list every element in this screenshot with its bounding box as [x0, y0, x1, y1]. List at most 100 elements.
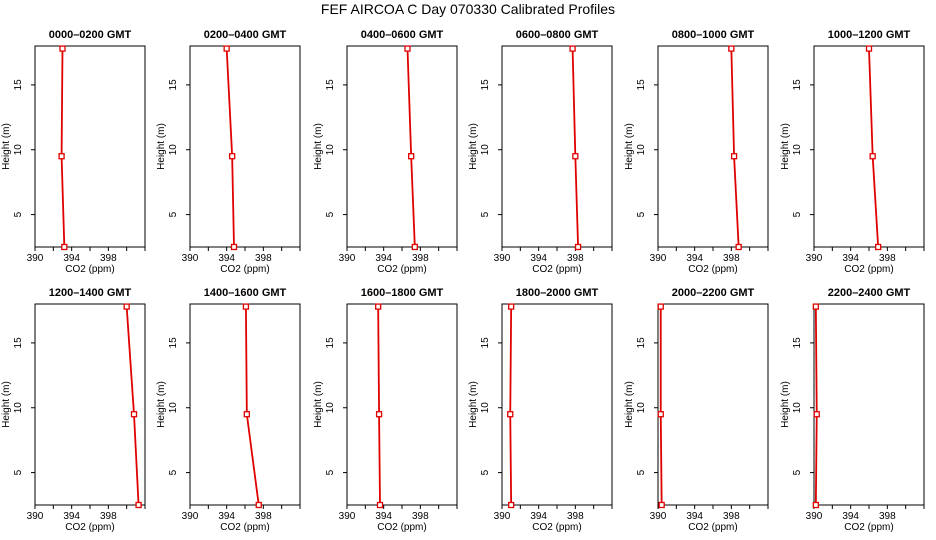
y-axis-label: Height (m): [1, 381, 12, 428]
x-tick-label: 390: [339, 511, 356, 522]
x-tick-label: 398: [723, 511, 740, 522]
y-tick-label: 5: [325, 211, 336, 217]
data-point: [574, 243, 582, 251]
data-point: [869, 153, 876, 160]
x-tick-label: 390: [806, 253, 823, 264]
x-tick-label: 398: [567, 253, 584, 264]
y-tick-label: 5: [13, 469, 24, 475]
x-tick-label: 398: [412, 253, 429, 264]
x-tick-label: 394: [842, 511, 859, 522]
x-tick-label: 398: [255, 253, 272, 264]
profile-line: [730, 48, 740, 248]
panel-frame: [189, 45, 301, 248]
y-tick-label: 10: [168, 144, 179, 156]
data-point: [735, 243, 742, 251]
data-point: [411, 243, 418, 251]
y-tick-label: 5: [636, 469, 647, 475]
panel-title: 1800–2000 GMT: [516, 287, 599, 299]
y-tick-label: 5: [168, 469, 179, 475]
panel-frame: [34, 45, 146, 248]
y-tick-label: 10: [792, 402, 803, 414]
y-tick-label: 15: [168, 337, 179, 349]
y-axis-label: Height (m): [468, 123, 479, 170]
data-point: [223, 45, 230, 52]
x-tick-label: 390: [27, 253, 44, 264]
y-tick-label: 15: [480, 337, 491, 349]
y-tick-label: 5: [325, 469, 336, 475]
panel-title: 1000–1200 GMT: [828, 29, 911, 41]
x-tick-label: 398: [567, 511, 584, 522]
x-tick-label: 394: [530, 511, 547, 522]
x-tick-label: 394: [375, 253, 392, 264]
y-tick-label: 10: [13, 402, 24, 414]
y-axis-label: Height (m): [1, 123, 12, 170]
y-tick-label: 15: [13, 79, 24, 91]
profile-line: [406, 48, 416, 248]
data-point: [812, 501, 819, 509]
profile-line: [659, 306, 663, 506]
data-point: [242, 303, 250, 310]
y-axis-label: Height (m): [156, 123, 167, 170]
data-point: [130, 411, 138, 418]
x-tick-label: 394: [375, 511, 392, 522]
data-point: [812, 303, 819, 310]
panel-frame: [346, 303, 458, 506]
x-axis-label: CO2 (ppm): [65, 264, 114, 275]
data-point: [875, 243, 882, 251]
y-axis-label: Height (m): [780, 381, 791, 428]
y-tick-label: 5: [792, 469, 803, 475]
panel-title: 1400–1600 GMT: [204, 287, 287, 299]
x-tick-label: 398: [412, 511, 429, 522]
data-point: [376, 501, 384, 509]
panel-frame: [346, 45, 458, 248]
y-axis-label: Height (m): [156, 381, 167, 428]
data-point: [61, 243, 68, 251]
x-tick-label: 394: [686, 253, 703, 264]
x-tick-label: 394: [218, 253, 235, 264]
data-point: [657, 303, 664, 310]
x-tick-label: 394: [63, 511, 80, 522]
y-tick-label: 15: [325, 337, 336, 349]
data-point: [243, 411, 250, 418]
panel-frame: [657, 45, 769, 248]
panel-frame: [501, 303, 613, 506]
x-tick-label: 390: [494, 511, 511, 522]
x-axis-label: CO2 (ppm): [220, 264, 269, 275]
data-point: [229, 153, 236, 160]
panel-title: 0200–0400 GMT: [204, 29, 287, 41]
data-point: [813, 411, 820, 418]
x-tick-label: 390: [650, 511, 667, 522]
profile-line: [509, 306, 513, 506]
data-point: [569, 45, 576, 52]
data-point: [408, 153, 415, 160]
y-tick-label: 15: [792, 337, 803, 349]
data-point: [572, 153, 579, 160]
panel-title: 1600–1800 GMT: [361, 287, 444, 299]
x-axis-label: CO2 (ppm): [688, 522, 737, 533]
profile-line: [245, 306, 260, 506]
data-point: [59, 45, 66, 52]
x-axis-label: CO2 (ppm): [532, 522, 581, 533]
y-tick-label: 5: [792, 211, 803, 217]
x-tick-label: 394: [63, 253, 80, 264]
y-tick-label: 10: [325, 144, 336, 156]
x-tick-label: 390: [494, 253, 511, 264]
y-tick-label: 10: [13, 144, 24, 156]
profile-line: [571, 48, 579, 248]
y-axis-label: Height (m): [624, 381, 635, 428]
panel-title: 0000–0200 GMT: [49, 29, 132, 41]
panel-title: 2200–2400 GMT: [828, 287, 911, 299]
data-point: [375, 411, 383, 418]
x-tick-label: 390: [182, 253, 199, 264]
x-axis-label: CO2 (ppm): [844, 264, 893, 275]
profile-line: [60, 48, 66, 248]
data-point: [658, 501, 665, 509]
profile-line: [814, 306, 818, 506]
panel-title: 2000–2200 GMT: [672, 287, 755, 299]
y-tick-label: 15: [636, 337, 647, 349]
y-axis-label: Height (m): [780, 123, 791, 170]
y-tick-label: 10: [792, 144, 803, 156]
profile-line: [868, 48, 880, 248]
data-point: [255, 501, 262, 509]
